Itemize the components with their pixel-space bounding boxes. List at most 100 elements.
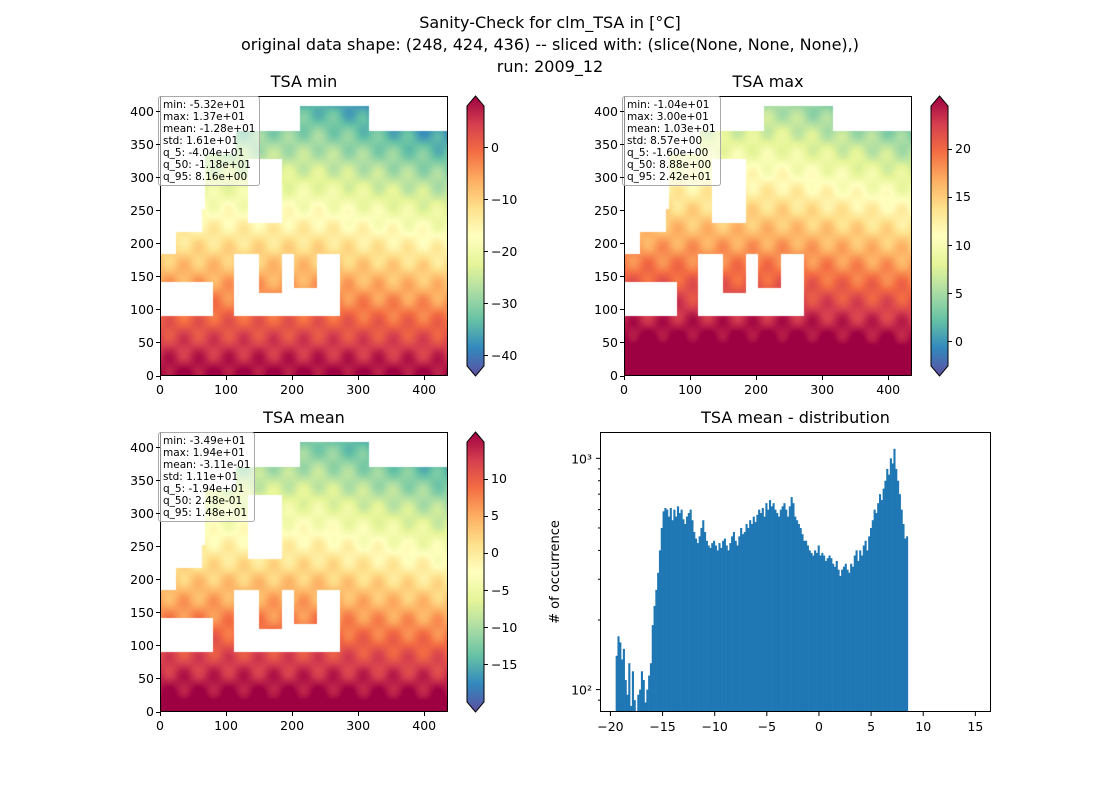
- y-tick-label: 350: [130, 136, 154, 152]
- histogram-bar: [864, 540, 867, 712]
- histogram-x-tick-label: 15: [967, 719, 983, 734]
- colorbar-tick-label: −40: [491, 347, 518, 363]
- x-tick-label: 100: [678, 382, 702, 397]
- histogram-y-label: # of occurrence: [548, 520, 563, 624]
- histogram-bar: [853, 555, 856, 712]
- histogram-y-tick-label: 10²: [571, 683, 592, 698]
- histogram-bar: [689, 509, 692, 712]
- y-tick-label: 0: [146, 704, 154, 719]
- tsa-min-stat-line: mean: -1.28e+01: [163, 123, 256, 135]
- y-tick-mark: [156, 177, 160, 179]
- histogram-bar: [722, 540, 725, 712]
- histogram-bar: [617, 636, 620, 712]
- histogram-bar: [844, 563, 847, 712]
- x-tick-mark: [291, 712, 293, 716]
- x-tick-mark: [225, 376, 227, 380]
- histogram-bar: [817, 545, 820, 712]
- histogram-bar: [824, 560, 827, 712]
- histogram-bar: [859, 550, 862, 712]
- histogram-bar: [673, 509, 676, 712]
- y-tick-mark: [156, 513, 160, 515]
- histogram-bar: [814, 550, 817, 712]
- histogram-bar: [662, 511, 665, 712]
- histogram-bar: [759, 513, 763, 712]
- histogram-bar: [833, 566, 837, 712]
- colorbar-gradient: [466, 95, 485, 377]
- histogram-bar: [873, 509, 876, 712]
- histogram-bar: [758, 509, 761, 712]
- colorbar-tick-mark: [484, 515, 488, 517]
- histogram-bar: [898, 494, 901, 712]
- x-tick-label: 200: [744, 382, 769, 397]
- y-tick-label: 350: [130, 472, 154, 488]
- y-tick-mark: [156, 579, 160, 581]
- tsa-max-stat-line: q_5: -1.60e+00: [627, 147, 709, 159]
- x-tick-mark: [755, 376, 757, 380]
- colorbar-tick-label: 0: [955, 333, 963, 349]
- x-tick-mark: [291, 376, 293, 380]
- x-tick-mark: [225, 712, 227, 716]
- y-tick-mark: [156, 711, 160, 713]
- x-tick-label: 0: [156, 718, 164, 733]
- x-tick-mark: [423, 712, 425, 716]
- x-tick-label: 100: [214, 718, 238, 733]
- y-tick-label: 250: [130, 538, 154, 554]
- y-tick-mark: [156, 243, 160, 245]
- histogram-bar: [720, 547, 723, 712]
- histogram-bar: [653, 605, 656, 712]
- histogram-bar: [682, 519, 685, 712]
- colorbar-tick-mark: [484, 552, 488, 554]
- histogram-bar: [797, 524, 800, 712]
- y-tick-label: 250: [130, 202, 154, 218]
- y-tick-label: 350: [594, 136, 618, 152]
- x-tick-label: 300: [346, 718, 371, 733]
- y-tick-mark: [156, 612, 160, 614]
- y-tick-mark: [620, 342, 624, 344]
- histogram-bar: [900, 509, 903, 712]
- histogram-bar: [761, 507, 764, 712]
- histogram-bar: [622, 648, 625, 712]
- x-tick-mark: [689, 376, 691, 380]
- x-tick-label: 400: [412, 382, 437, 397]
- colorbar-tick-label: 15: [955, 189, 971, 205]
- histogram-bar: [713, 540, 716, 712]
- histogram-bar: [675, 516, 678, 712]
- histogram-bar: [709, 547, 712, 712]
- histogram-bar: [725, 545, 728, 712]
- y-tick-label: 0: [146, 368, 154, 383]
- colorbar-tick-mark: [484, 251, 488, 253]
- histogram-bar: [790, 497, 793, 712]
- histogram-bar: [621, 659, 624, 712]
- histogram-bar: [714, 545, 717, 712]
- histogram-bar: [860, 555, 864, 712]
- y-tick-label: 200: [594, 235, 618, 251]
- tsa-mean-stats-box: min: -3.49e+01 max: 1.94e+01 mean: -3.11e-…: [158, 432, 256, 522]
- x-tick-mark: [357, 376, 359, 380]
- y-tick-mark: [156, 645, 160, 647]
- y-tick-label: 0: [610, 368, 618, 383]
- histogram-bar: [633, 700, 636, 712]
- histogram-bar: [878, 494, 882, 712]
- histogram-bar: [893, 448, 896, 712]
- y-tick-label: 100: [130, 637, 154, 653]
- y-tick-label: 50: [138, 670, 154, 686]
- histogram-bar: [830, 558, 833, 712]
- histogram-bar: [685, 516, 689, 712]
- colorbar-tick-label: 20: [955, 141, 971, 157]
- y-tick-mark: [156, 375, 160, 377]
- histogram-bar: [702, 520, 705, 712]
- histogram-bar: [815, 552, 818, 712]
- histogram-bar: [734, 540, 737, 712]
- x-tick-mark: [623, 376, 625, 380]
- tsa-mean-title: TSA mean: [263, 408, 345, 427]
- histogram-bar: [788, 506, 791, 712]
- histogram-bar: [736, 545, 739, 712]
- colorbar-tick-mark: [948, 196, 952, 198]
- colorbar-tick-mark: [484, 147, 488, 149]
- histogram-bar: [615, 655, 618, 712]
- histogram-bar: [738, 536, 741, 712]
- y-tick-mark: [156, 342, 160, 344]
- histogram-bar: [794, 516, 797, 712]
- histogram-bar: [666, 509, 669, 712]
- y-tick-mark: [156, 447, 160, 449]
